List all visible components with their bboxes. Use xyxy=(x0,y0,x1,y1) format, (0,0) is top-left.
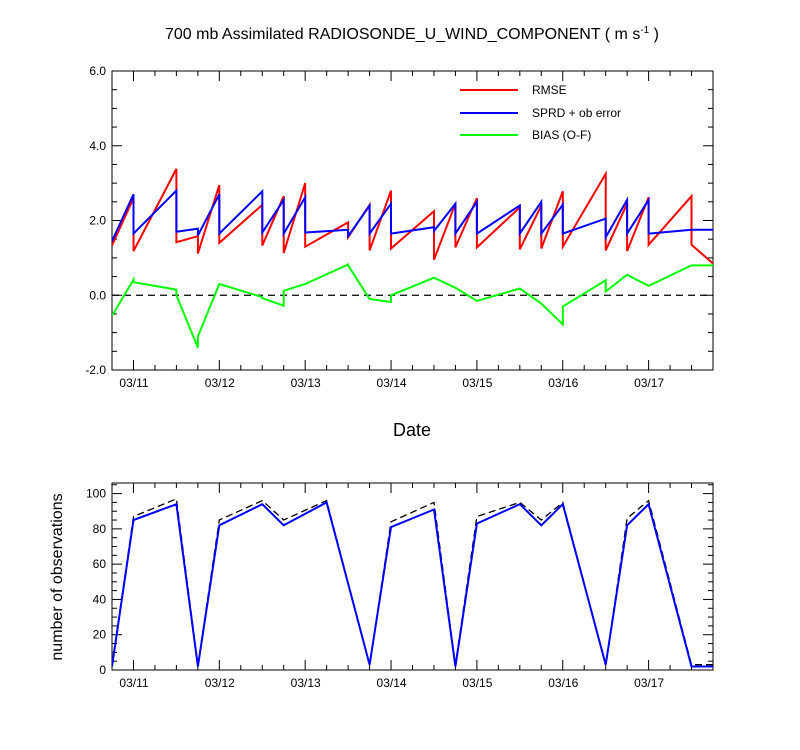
x-tick-label: 03/12 xyxy=(205,376,235,390)
y-tick-label: 40 xyxy=(93,592,107,606)
chart-title-main: 700 mb Assimilated RADIOSONDE_U_WIND_COM… xyxy=(165,26,640,43)
x-tick-label: 03/14 xyxy=(377,676,407,690)
x-tick-label: 03/13 xyxy=(291,676,321,690)
y-tick-label: 100 xyxy=(86,487,106,501)
y-tick-label: 2.0 xyxy=(89,214,106,228)
y-tick-label: 4.0 xyxy=(89,139,106,153)
y-tick-label: -2.0 xyxy=(85,363,106,377)
legend-label: RMSE xyxy=(532,83,567,97)
chart-title: 700 mb Assimilated RADIOSONDE_U_WIND_COM… xyxy=(165,25,659,43)
x-tick-label: 03/15 xyxy=(462,376,492,390)
x-tick-label: 03/14 xyxy=(377,376,407,390)
top-chart: 700 mb Assimilated RADIOSONDE_U_WIND_COM… xyxy=(85,25,714,440)
x-tick-label: 03/12 xyxy=(205,676,235,690)
chart-title-end: ) xyxy=(649,26,659,43)
x-axis-label: Date xyxy=(393,420,431,440)
y-tick-label: 0 xyxy=(99,663,106,677)
x-tick-label: 03/16 xyxy=(548,676,578,690)
series-line-sprd-ob-error xyxy=(112,188,713,242)
x-tick-label: 03/17 xyxy=(634,676,664,690)
y-tick-label: 80 xyxy=(93,522,107,536)
series-line-bias-o-f xyxy=(112,263,713,348)
y-axis-label: number of observations xyxy=(49,493,66,660)
x-tick-label: 03/16 xyxy=(548,376,578,390)
y-tick-label: 0.0 xyxy=(89,288,106,302)
x-tick-label: 03/11 xyxy=(119,376,148,390)
series-line-rmse xyxy=(112,168,713,265)
x-tick-label: 03/17 xyxy=(634,376,664,390)
x-tick-label: 03/15 xyxy=(462,676,492,690)
legend-label: BIAS (O-F) xyxy=(532,128,591,142)
chart-title-superscript: -1 xyxy=(640,25,649,36)
x-tick-label: 03/13 xyxy=(291,376,321,390)
x-tick-label: 03/11 xyxy=(119,676,148,690)
legend-label: SPRD + ob error xyxy=(532,106,621,120)
bottom-chart: 100 80 60 40 20 0 03/11 03/12 03/13 03/14 03/15 03/… xyxy=(49,482,714,690)
y-tick-label: 20 xyxy=(93,628,107,642)
series-line-1 xyxy=(112,500,713,668)
y-tick-label: 6.0 xyxy=(89,64,106,78)
y-tick-label: 60 xyxy=(93,557,107,571)
legend: RMSE SPRD + ob error BIAS (O-F) xyxy=(460,83,621,142)
